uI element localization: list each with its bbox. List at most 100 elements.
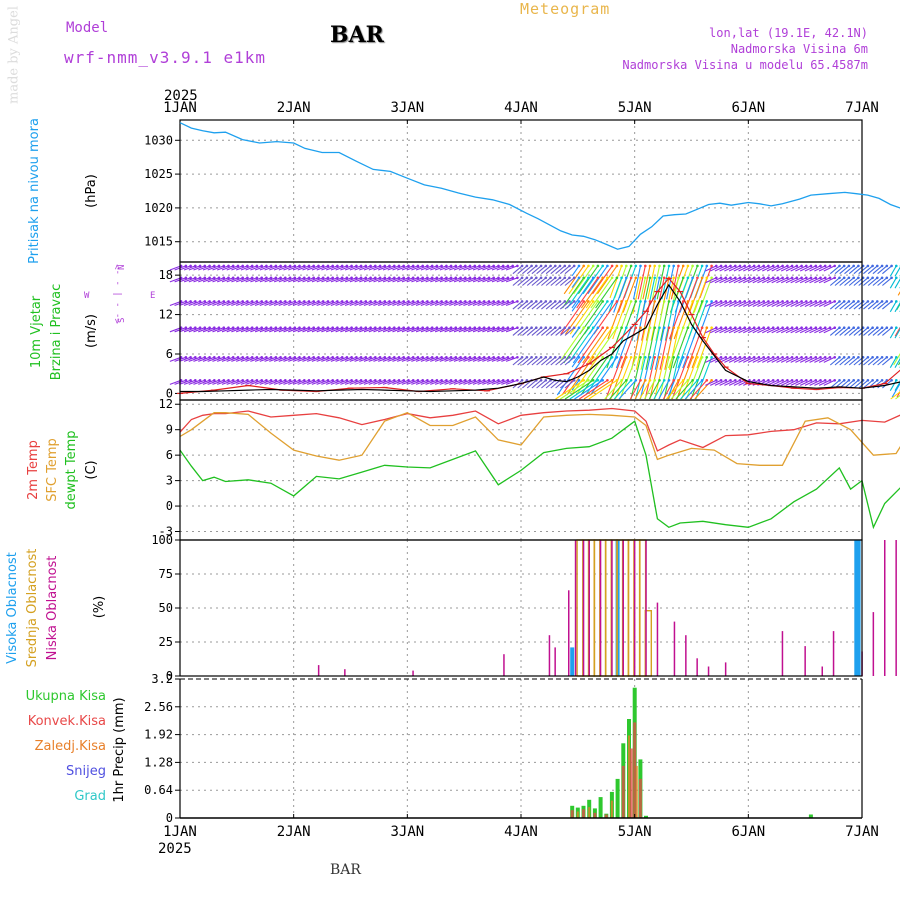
- wind-barb: [596, 265, 618, 295]
- wind-barb: [550, 379, 561, 389]
- wind-barb-head: [629, 264, 633, 268]
- wind-barb: [564, 300, 575, 310]
- wind-barb: [354, 356, 366, 362]
- wind-barb: [411, 277, 423, 283]
- wind-barb-head: [857, 264, 860, 268]
- wind-barb: [848, 327, 859, 336]
- wind-barb: [622, 277, 637, 313]
- wind-barb: [809, 300, 821, 307]
- wind-barb-head: [719, 356, 723, 359]
- wind-barb: [629, 380, 641, 400]
- wind-barb: [818, 277, 831, 284]
- wind-barb: [273, 327, 286, 333]
- wind-barb-head: [885, 326, 889, 330]
- wind-barb-head: [724, 276, 728, 280]
- wind-barb-head: [250, 356, 254, 359]
- ytick-label-cloud: 0: [166, 669, 173, 683]
- wind-barb-head: [449, 264, 453, 268]
- wind-barb-head: [227, 300, 230, 303]
- wind-barb: [526, 277, 537, 286]
- wind-barb-head: [819, 326, 822, 330]
- wind-barb-head: [715, 326, 718, 330]
- wind-barb-head: [336, 276, 339, 280]
- wind-barb-head: [217, 276, 221, 280]
- wind-barb-head: [686, 356, 690, 359]
- wind-barb: [240, 379, 253, 385]
- wind-barb: [844, 327, 855, 336]
- wind-barb-head: [857, 356, 860, 359]
- wind-barb-head: [729, 276, 732, 280]
- wind-barb-head: [407, 276, 410, 280]
- wind-barb: [550, 356, 561, 366]
- wind-barb-head: [203, 300, 207, 303]
- wind-barb-head: [572, 276, 576, 280]
- wind-barb: [411, 327, 423, 333]
- wind-barb: [664, 327, 675, 370]
- wind-barb: [226, 379, 239, 385]
- wind-barb-head: [847, 300, 851, 303]
- wind-barb-head: [482, 276, 486, 280]
- wind-barb-head: [407, 300, 410, 303]
- wind-barb-head: [890, 326, 893, 330]
- wind-barb: [785, 356, 798, 363]
- wind-barb: [439, 379, 452, 385]
- wind-barb-head: [359, 326, 363, 330]
- wind-barb: [536, 379, 547, 389]
- wind-barb: [818, 379, 831, 386]
- cloud-low-bar: [645, 540, 647, 676]
- wind-barb: [453, 300, 466, 307]
- wind-barb: [505, 300, 518, 307]
- wind-barb-head: [549, 356, 552, 359]
- wind-barb-head: [852, 300, 855, 303]
- wind-barb: [311, 356, 324, 362]
- wind-barb: [671, 357, 689, 400]
- wind-barb: [183, 356, 196, 362]
- wind-barb-head: [558, 326, 562, 330]
- wind-barb-head: [568, 326, 571, 330]
- wind-barb-head: [340, 326, 344, 330]
- wind-barb: [349, 356, 362, 362]
- wind-barb-head: [194, 276, 197, 280]
- cloud-low-bar: [696, 658, 698, 676]
- wind-barb-head: [487, 379, 491, 382]
- wind-barb: [681, 357, 698, 400]
- wind-barb-head: [729, 264, 732, 268]
- wind-barb: [212, 277, 224, 283]
- xtick-label-top: 2JAN: [277, 100, 311, 116]
- wind-barb: [556, 356, 585, 396]
- wind-barb-head: [421, 379, 425, 382]
- wind-barb: [368, 379, 381, 385]
- wind-barb: [359, 327, 371, 333]
- wind-barb-head: [738, 264, 742, 268]
- wind-barb-head: [890, 300, 893, 303]
- wind-barb-head: [572, 264, 576, 268]
- wind-barb-head: [336, 356, 339, 359]
- wind-barb-head: [686, 300, 690, 303]
- wind-barb-head: [577, 326, 581, 330]
- wind-barb-head: [482, 264, 486, 268]
- wind-barb-head: [184, 379, 188, 382]
- wind-barb: [563, 265, 585, 295]
- wind-barb: [430, 265, 442, 271]
- wind-barb: [221, 265, 234, 271]
- wind-barb-head: [805, 356, 808, 359]
- wind-barb: [559, 277, 570, 286]
- wind-barb: [894, 328, 900, 339]
- wind-barb: [340, 265, 352, 271]
- cloud-low-bar: [724, 662, 727, 676]
- wind-barb-head: [364, 379, 368, 382]
- wind-barb-head: [715, 379, 718, 382]
- wind-barb-head: [525, 356, 529, 359]
- wind-barb-head: [800, 264, 803, 268]
- wind-barb-head: [819, 300, 822, 303]
- wind-barb-head: [790, 356, 794, 359]
- footer-station: BAR: [330, 862, 361, 878]
- elevation-label: Nadmorska Visina 6m: [730, 42, 868, 56]
- wind-barb-head: [383, 379, 387, 382]
- wind-barb: [747, 327, 760, 334]
- wind-barb: [439, 277, 452, 283]
- wind-barb-head: [492, 379, 496, 382]
- wind-barb: [288, 300, 300, 307]
- wind-barb: [387, 356, 400, 362]
- compass-north: N: [117, 265, 127, 270]
